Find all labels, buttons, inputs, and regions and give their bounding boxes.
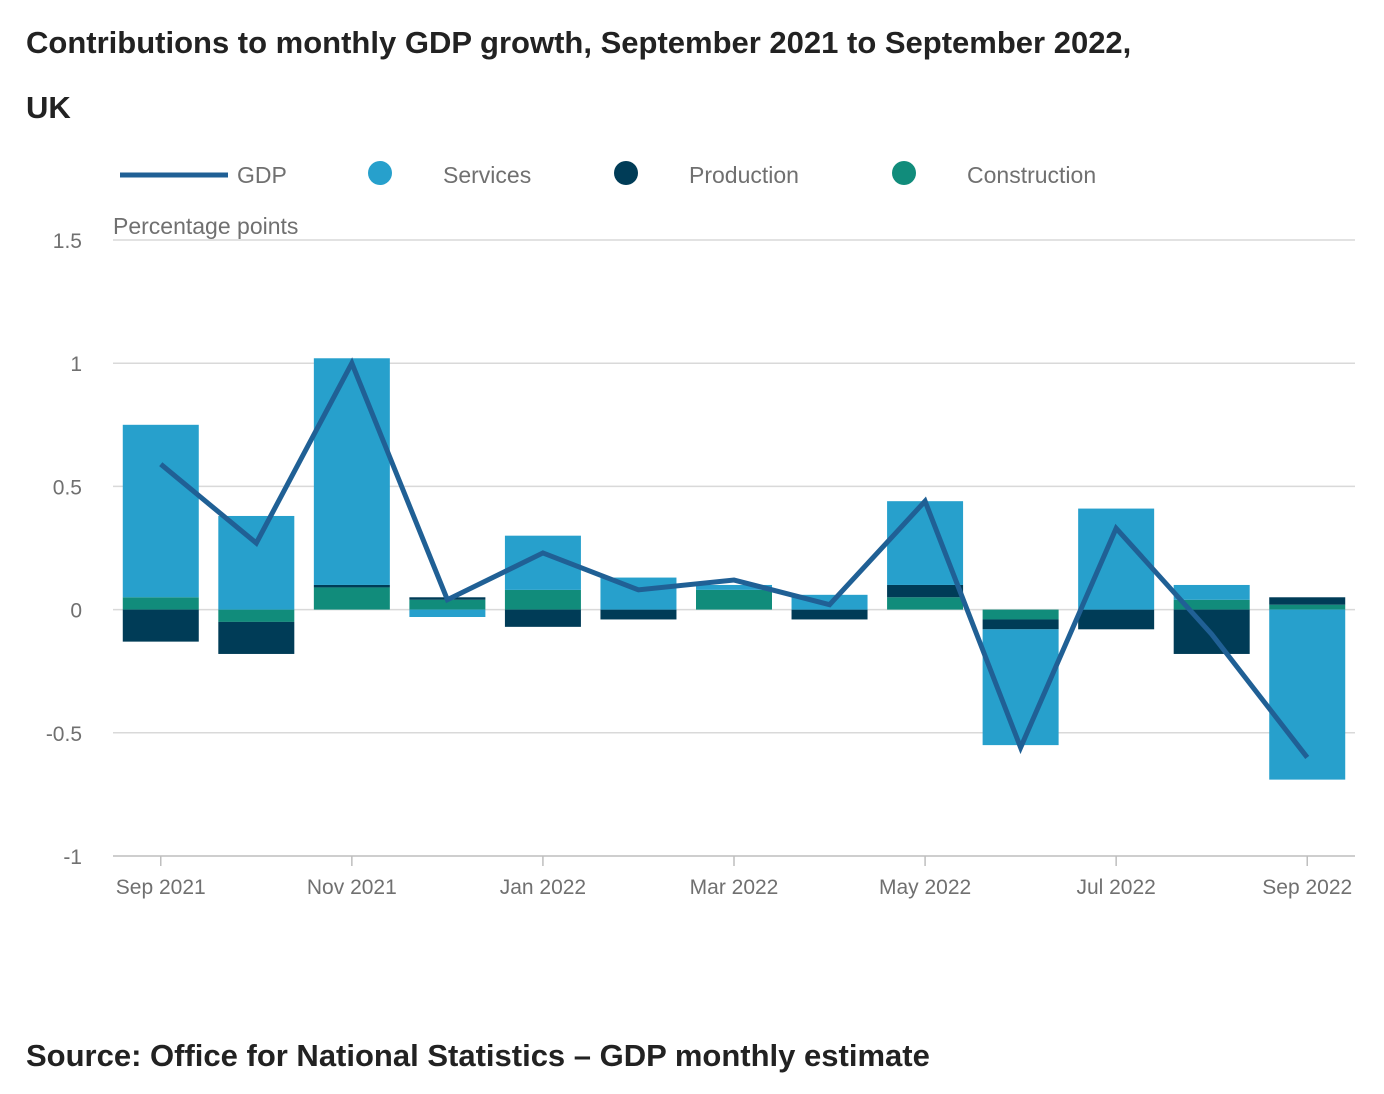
y-tick-label: -1 — [63, 846, 82, 869]
x-tick-label: Jan 2022 — [500, 876, 586, 899]
chart-canvas: GDP Services Production Construction Percen… — [46, 161, 1355, 899]
chart-title: Contributions to monthly GDP growth, Sep… — [26, 25, 1132, 125]
bar-services — [600, 577, 677, 610]
bar-construction — [1269, 604, 1346, 610]
bar-construction — [218, 609, 295, 622]
x-tick-label: May 2022 — [879, 876, 971, 899]
y-tick-label: 0.5 — [53, 476, 82, 499]
legend-marker-construction — [892, 161, 916, 185]
y-tick-label: -0.5 — [46, 723, 82, 746]
bar-construction — [313, 587, 390, 610]
grid — [113, 239, 1355, 734]
legend-marker-services — [368, 161, 392, 185]
y-tick-label: 0 — [70, 600, 82, 623]
bar-services — [313, 358, 390, 585]
legend-marker-production — [614, 161, 638, 185]
y-tick-label: 1.5 — [53, 230, 82, 253]
bar-services — [1173, 584, 1250, 600]
x-tick-label: Jul 2022 — [1076, 876, 1155, 899]
bar-production — [504, 609, 581, 627]
y-tick-label: 1 — [70, 353, 82, 376]
source-note: Source: Office for National Statistics –… — [26, 1038, 930, 1073]
legend: GDP Services Production Construction — [120, 161, 1096, 188]
bar-production — [1269, 597, 1346, 605]
bar-production — [218, 621, 295, 654]
bar-production — [122, 609, 199, 642]
bar-production — [600, 609, 677, 620]
x-tick-label: Mar 2022 — [690, 876, 779, 899]
bar-construction — [696, 589, 772, 610]
legend-label-gdp: GDP — [237, 162, 287, 188]
bar-production — [887, 584, 964, 598]
bar-production — [982, 619, 1059, 630]
gdp-line-group — [159, 357, 1310, 759]
bar-construction — [409, 599, 486, 610]
legend-label-production: Production — [689, 162, 799, 188]
legend-label-services: Services — [443, 162, 531, 188]
bar-production — [791, 609, 868, 620]
bar-services — [1269, 609, 1346, 780]
gdp-line — [159, 357, 1310, 759]
x-tick-label: Sep 2021 — [116, 876, 206, 899]
bar-construction — [122, 597, 199, 610]
bar-construction — [1173, 599, 1250, 610]
y-axis-label: Percentage points — [113, 213, 298, 239]
bar-services — [409, 609, 486, 617]
x-tick-label: Nov 2021 — [307, 876, 397, 899]
y-axis: 1.5 1 0.5 0 -0.5 -1 — [46, 230, 82, 869]
bar-construction — [887, 597, 964, 610]
bar-services — [696, 584, 772, 590]
x-tick-label: Sep 2022 — [1262, 876, 1352, 899]
bar-services — [218, 515, 295, 610]
bars — [122, 358, 1346, 780]
bar-construction — [982, 609, 1059, 620]
x-axis: Sep 2021 Nov 2021 Jan 2022 Mar 2022 May 2022… — [113, 855, 1355, 899]
bar-production — [1078, 609, 1155, 630]
bar-production — [313, 584, 390, 588]
legend-label-construction: Construction — [967, 162, 1096, 188]
bar-construction — [504, 589, 581, 610]
bar-services — [122, 424, 199, 598]
